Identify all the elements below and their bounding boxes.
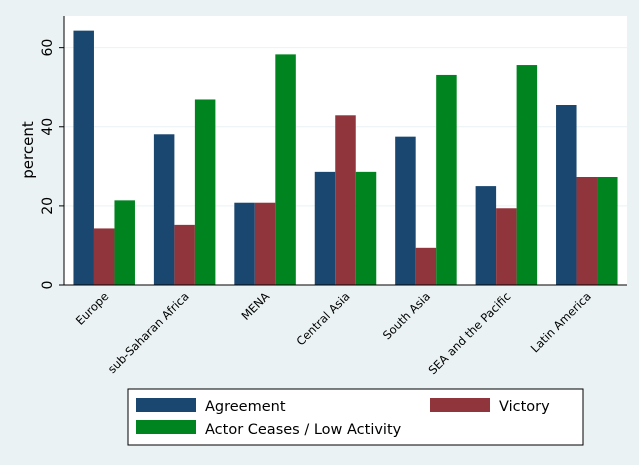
legend-swatch-agreement <box>136 398 196 412</box>
legend-label-victory: Victory <box>499 399 550 415</box>
bar-victory <box>93 228 115 285</box>
y-tick-label: 60 <box>40 39 56 57</box>
bar-actor-ceases-low-activity <box>275 54 296 286</box>
bar-actor-ceases-low-activity <box>194 99 216 285</box>
bar-agreement <box>475 186 497 285</box>
y-tick-label: 0 <box>40 281 56 290</box>
bar-agreement <box>153 134 175 285</box>
bar-victory <box>415 247 437 285</box>
legend-swatch-victory <box>430 398 490 412</box>
bar-agreement <box>234 202 255 285</box>
y-axis-ticks: 0 20 40 60 <box>40 39 64 290</box>
bar-actor-ceases-low-activity <box>114 200 135 285</box>
bar-actor-ceases-low-activity <box>355 171 377 285</box>
bar-agreement <box>395 136 416 285</box>
legend: Agreement Victory Actor Ceases / Low Act… <box>127 388 584 446</box>
bar-actor-ceases-low-activity <box>516 65 538 285</box>
bar-agreement <box>73 30 94 285</box>
bars <box>73 30 618 286</box>
legend-box <box>127 388 584 446</box>
legend-label-agreement: Agreement <box>205 399 286 415</box>
bar-victory <box>335 115 356 285</box>
bar-actor-ceases-low-activity <box>597 177 618 285</box>
bar-victory <box>254 202 276 285</box>
y-axis-title: percent <box>19 121 37 179</box>
bar-victory <box>496 208 517 285</box>
legend-swatch-actor-ceases <box>136 420 196 434</box>
bar-agreement <box>314 171 336 285</box>
bar-actor-ceases-low-activity <box>436 74 457 285</box>
y-tick-label: 40 <box>40 118 56 136</box>
legend-label-actor-ceases: Actor Ceases / Low Activity <box>205 422 402 438</box>
bar-agreement <box>556 105 577 285</box>
y-tick-label: 20 <box>40 197 56 215</box>
bar-victory <box>576 177 598 285</box>
bar-victory <box>174 224 195 285</box>
